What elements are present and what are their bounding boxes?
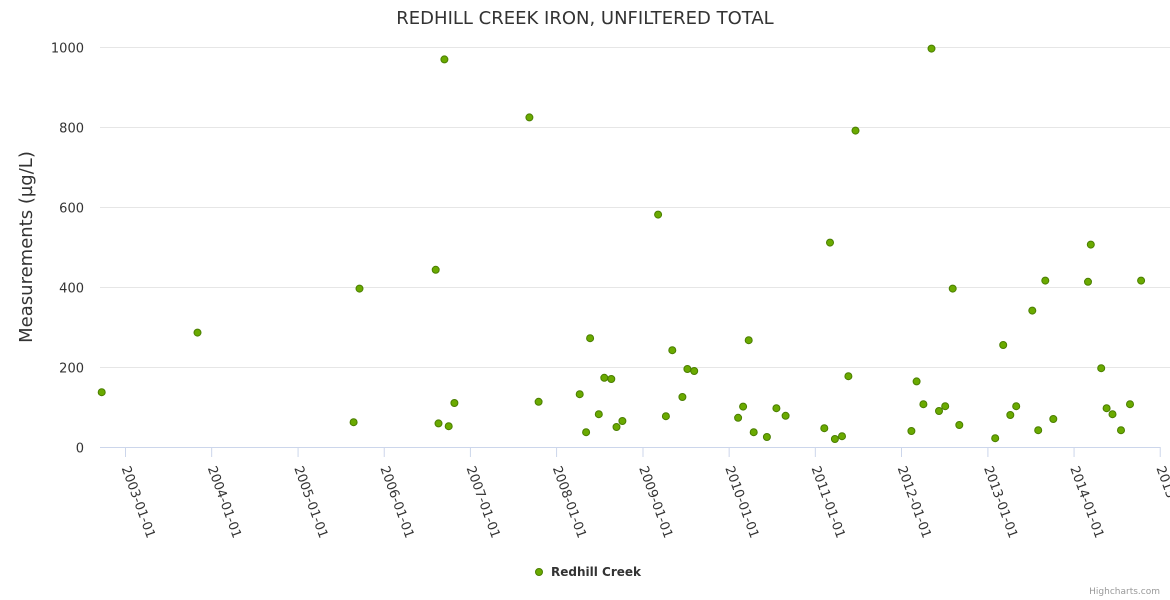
data-point[interactable]: [749, 428, 758, 437]
x-tick-label: 2015-01-01: [1152, 464, 1170, 540]
legend-label[interactable]: Redhill Creek: [551, 565, 642, 579]
y-tick-label: 600: [59, 202, 84, 217]
data-point[interactable]: [991, 434, 1000, 443]
data-point[interactable]: [941, 402, 950, 411]
data-point[interactable]: [1086, 240, 1095, 249]
data-point[interactable]: [935, 407, 943, 415]
data-point[interactable]: [355, 284, 364, 293]
data-point[interactable]: [772, 404, 781, 413]
data-point[interactable]: [762, 433, 771, 441]
x-tick-label: 2011-01-01: [808, 464, 848, 540]
x-tick-label: 2003-01-01: [118, 464, 158, 540]
data-point[interactable]: [654, 210, 663, 219]
data-point[interactable]: [600, 373, 609, 382]
data-point[interactable]: [594, 410, 603, 419]
data-point[interactable]: [678, 393, 687, 401]
data-point[interactable]: [1126, 400, 1134, 409]
gridlines: [100, 47, 1170, 368]
data-point[interactable]: [919, 400, 928, 409]
data-point[interactable]: [999, 341, 1008, 349]
data-point[interactable]: [1097, 364, 1106, 373]
data-point[interactable]: [1108, 410, 1117, 419]
data-point[interactable]: [1034, 426, 1043, 435]
x-tick-label: 2005-01-01: [290, 464, 330, 540]
data-point[interactable]: [618, 417, 627, 425]
data-point[interactable]: [851, 126, 860, 135]
x-tick-label: 2013-01-01: [980, 464, 1020, 540]
data-point[interactable]: [612, 423, 621, 431]
data-point[interactable]: [440, 55, 449, 64]
data-point[interactable]: [820, 424, 829, 433]
x-tick-label: 2006-01-01: [376, 464, 416, 540]
data-point[interactable]: [955, 421, 964, 429]
y-axis-ticks: 0 200 400 600 800 1000: [51, 42, 84, 457]
data-point[interactable]: [1041, 276, 1050, 285]
data-point[interactable]: [431, 265, 440, 274]
data-point[interactable]: [948, 284, 957, 293]
data-point[interactable]: [582, 428, 591, 437]
data-point[interactable]: [739, 402, 748, 411]
x-axis-ticks: 2003-01-01 2004-01-01 2005-01-01 2006-01-01…: [118, 447, 1170, 540]
data-point[interactable]: [1049, 415, 1058, 423]
x-tick-label: 2008-01-01: [549, 464, 589, 540]
data-point[interactable]: [683, 365, 692, 373]
data-point[interactable]: [193, 328, 202, 337]
y-axis-label: Measurements (µg/L): [16, 151, 37, 343]
data-point[interactable]: [844, 372, 853, 381]
data-point[interactable]: [690, 367, 699, 375]
data-point[interactable]: [1102, 404, 1111, 413]
chart-title: REDHILL CREEK IRON, UNFILTERED TOTAL: [396, 8, 773, 29]
data-point[interactable]: [927, 44, 936, 53]
x-tick-label: 2014-01-01: [1066, 464, 1106, 540]
data-point[interactable]: [434, 419, 443, 428]
data-point[interactable]: [1006, 411, 1015, 419]
data-point[interactable]: [607, 375, 616, 383]
y-tick-label: 800: [59, 122, 84, 137]
data-point[interactable]: [661, 412, 670, 421]
data-point[interactable]: [97, 388, 106, 397]
data-point[interactable]: [349, 418, 358, 427]
data-point[interactable]: [907, 427, 916, 435]
legend-marker: [535, 568, 543, 576]
x-tick-label: 2009-01-01: [635, 464, 675, 540]
y-tick-label: 400: [59, 282, 84, 297]
data-point[interactable]: [912, 377, 921, 386]
y-tick-label: 200: [59, 362, 84, 377]
data-point[interactable]: [1137, 276, 1146, 285]
data-point[interactable]: [826, 238, 834, 247]
data-point[interactable]: [1084, 277, 1092, 286]
data-point[interactable]: [744, 336, 753, 345]
scatter-points: [97, 44, 1146, 443]
y-tick-label: 0: [76, 442, 84, 457]
x-tick-label: 2010-01-01: [721, 464, 761, 540]
legend[interactable]: Redhill Creek: [535, 565, 643, 579]
y-tick-label: 1000: [51, 42, 84, 57]
data-point[interactable]: [534, 397, 543, 406]
data-point[interactable]: [444, 422, 453, 431]
data-point[interactable]: [830, 435, 839, 443]
x-tick-label: 2012-01-01: [894, 464, 934, 540]
data-point[interactable]: [668, 346, 677, 355]
data-point[interactable]: [1028, 306, 1037, 315]
credits-link[interactable]: Highcharts.com: [1089, 587, 1160, 597]
data-point[interactable]: [450, 399, 459, 407]
data-point[interactable]: [1012, 402, 1021, 411]
data-point[interactable]: [575, 390, 584, 399]
x-tick-label: 2007-01-01: [463, 464, 503, 540]
data-point[interactable]: [734, 413, 743, 422]
data-point[interactable]: [525, 113, 534, 122]
data-point[interactable]: [586, 334, 595, 343]
x-tick-label: 2004-01-01: [204, 464, 244, 540]
data-point[interactable]: [838, 432, 846, 441]
data-point[interactable]: [781, 411, 790, 420]
data-point[interactable]: [1117, 426, 1125, 435]
